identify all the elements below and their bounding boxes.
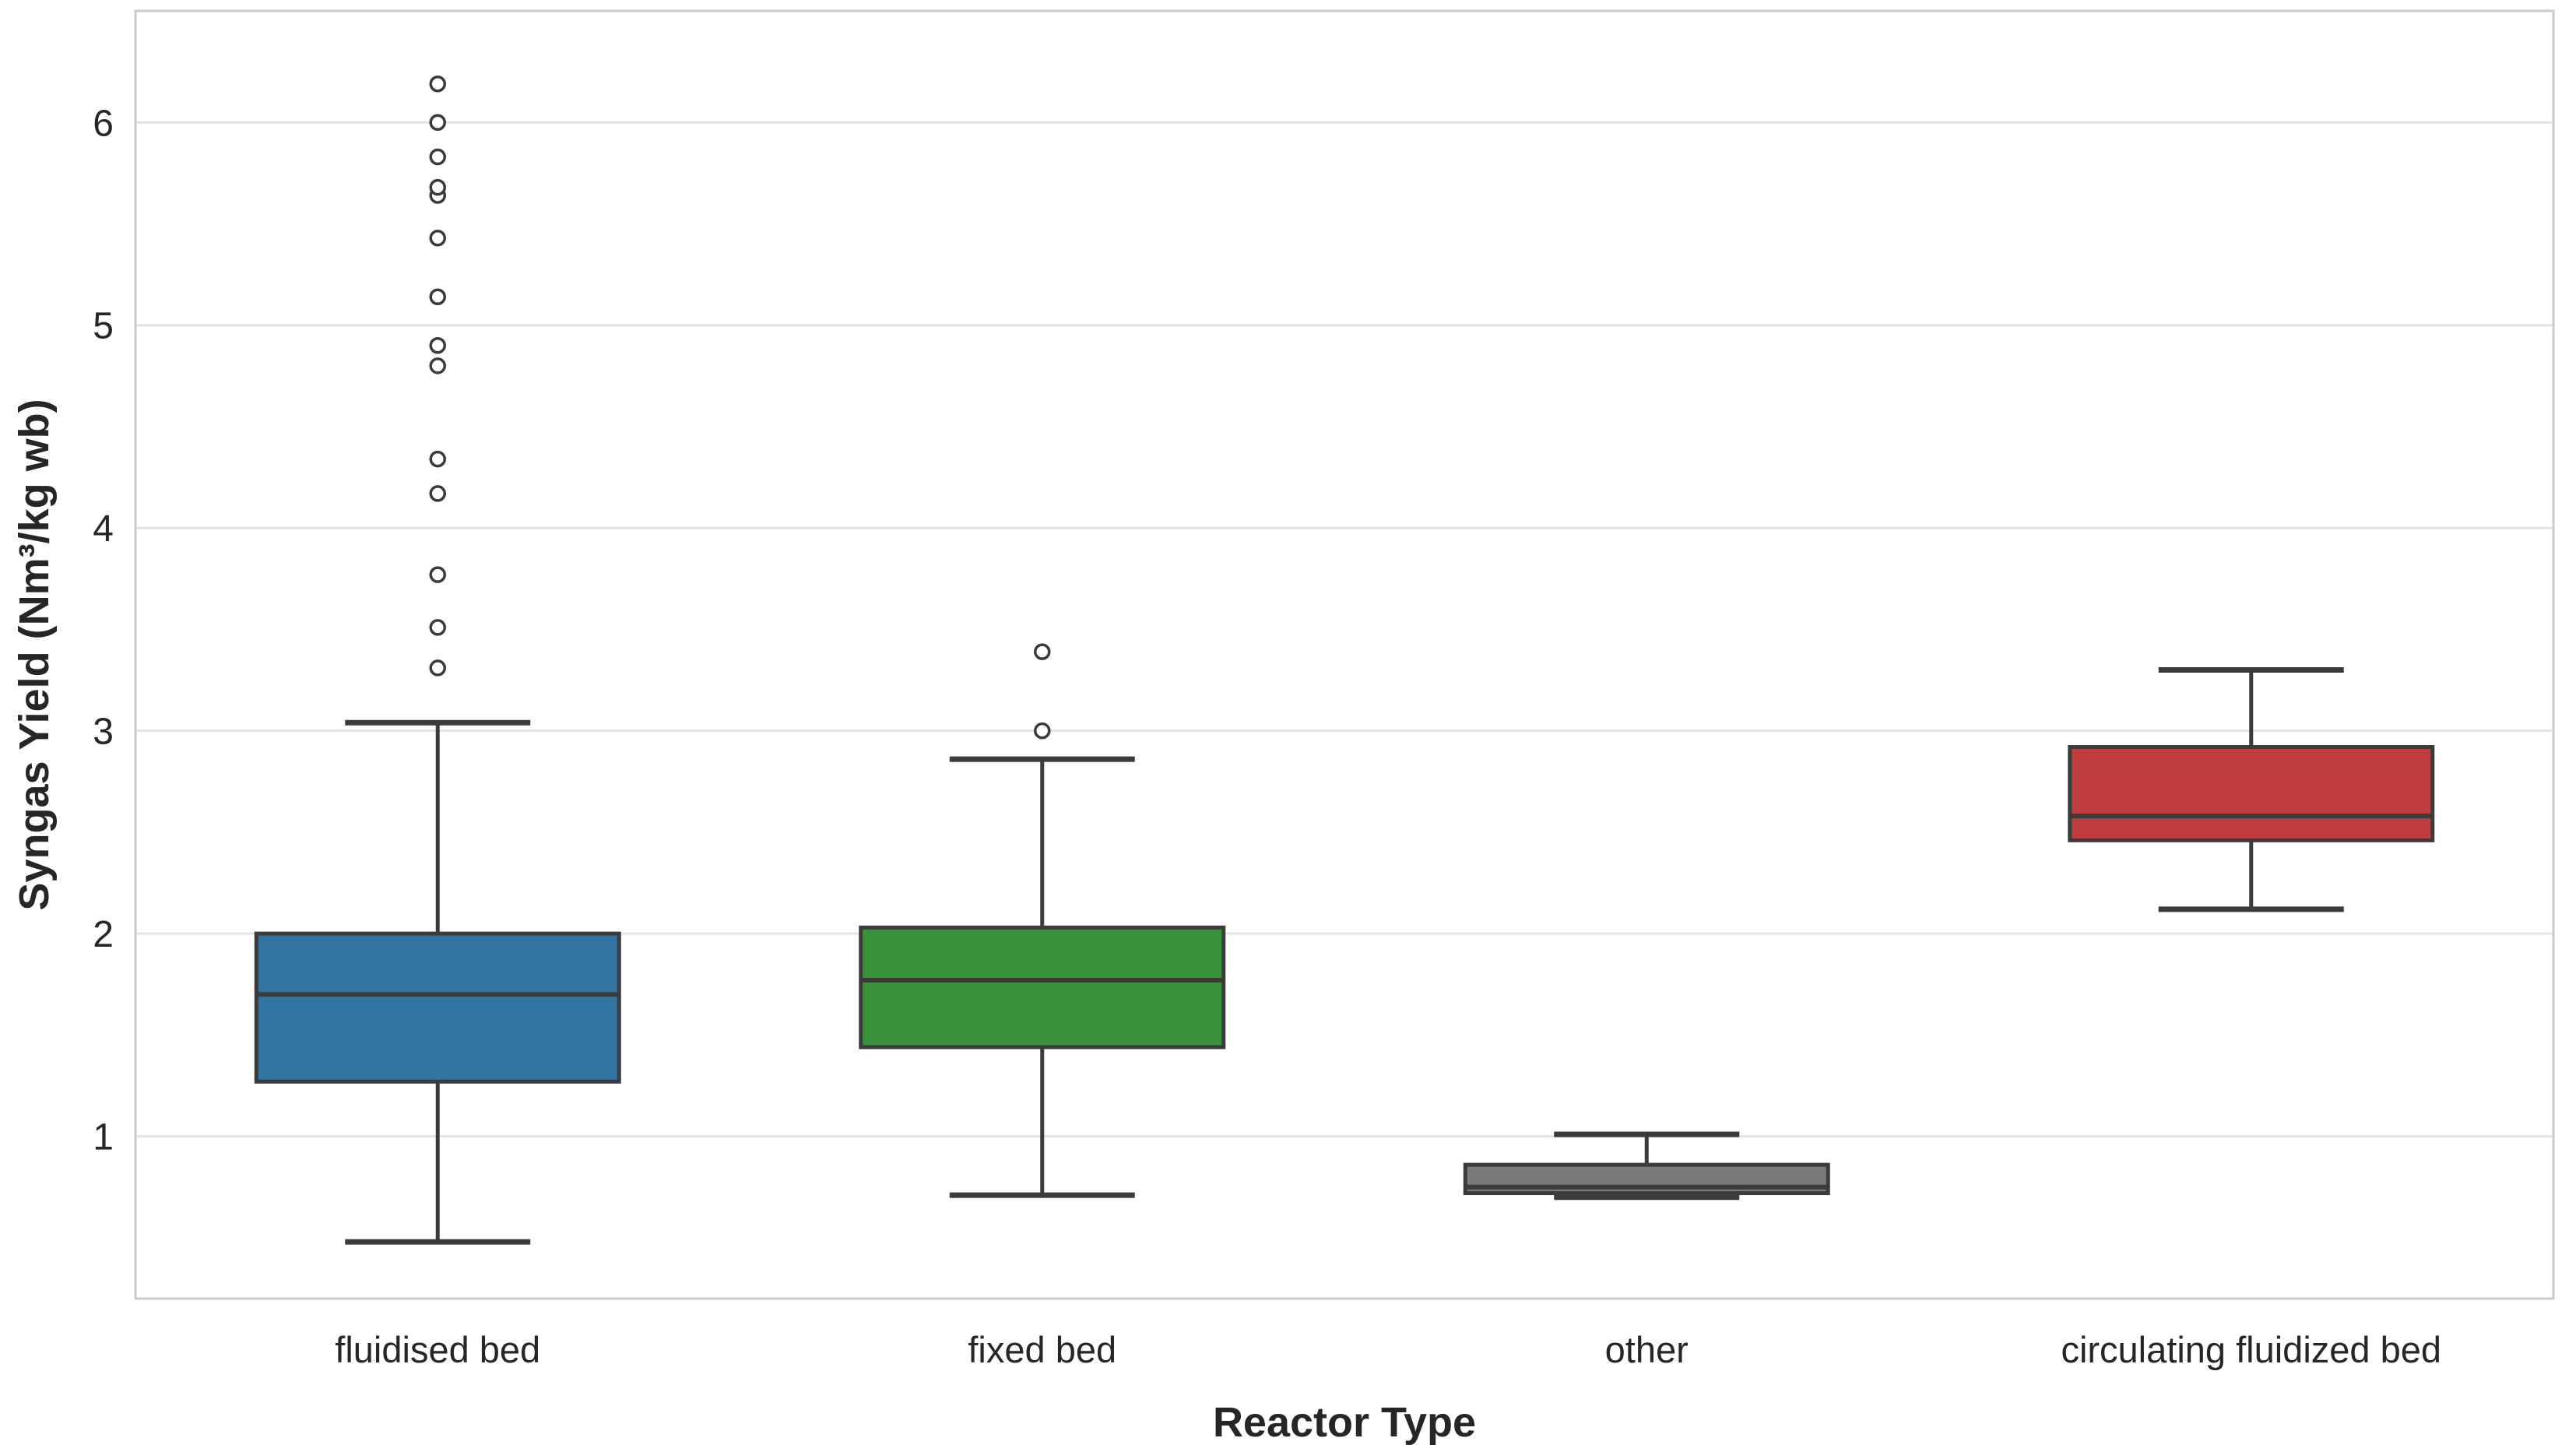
outlier-point: [429, 450, 446, 468]
x-tick-label-other: other: [1605, 1329, 1689, 1370]
x-tick-label-fixed-bed: fixed bed: [968, 1329, 1116, 1370]
outlier-point: [429, 357, 446, 374]
x-tick-label-circulating-fluidized-bed: circulating fluidized bed: [2061, 1329, 2441, 1370]
y-tick-label-4: 4: [93, 508, 114, 550]
outlier-point: [1034, 722, 1051, 740]
y-tick-label-5: 5: [93, 306, 114, 347]
outlier-point: [429, 659, 446, 677]
y-tick-label-6: 6: [93, 103, 114, 144]
box-series: [254, 76, 2435, 1245]
outlier-point: [429, 178, 446, 196]
box-fluidised-bed: [254, 76, 621, 1245]
y-tick-label-3: 3: [93, 712, 114, 753]
iqr-box: [254, 931, 621, 1084]
iqr-box: [859, 925, 1226, 1049]
iqr-box: [2068, 745, 2435, 842]
x-axis-title: Reactor Type: [1213, 1399, 1476, 1446]
outlier-point: [429, 148, 446, 166]
box-circulating-fluidized-bed: [2068, 667, 2435, 912]
y-axis-title: Syngas Yield (Nm³/kg wb): [11, 399, 58, 910]
outlier-point: [429, 619, 446, 636]
outlier-point: [429, 288, 446, 306]
outlier-point: [429, 566, 446, 583]
box-fixed-bed: [859, 643, 1226, 1198]
x-axis-category-labels: fluidised bed fixed bed other circulating f…: [335, 1329, 2441, 1370]
outlier-point: [429, 76, 446, 93]
box-other: [1463, 1131, 1830, 1201]
outlier-point: [429, 485, 446, 502]
outlier-point: [429, 337, 446, 354]
y-tick-label-2: 2: [93, 914, 114, 955]
outlier-point: [429, 229, 446, 247]
y-tick-label-1: 1: [93, 1117, 114, 1158]
x-tick-label-fluidised-bed: fluidised bed: [335, 1329, 540, 1370]
y-axis-tick-labels: 1 2 3 4 5 6: [93, 103, 114, 1158]
outlier-point: [429, 114, 446, 132]
outlier-point: [1034, 643, 1051, 660]
plot-border: [134, 9, 2555, 1300]
